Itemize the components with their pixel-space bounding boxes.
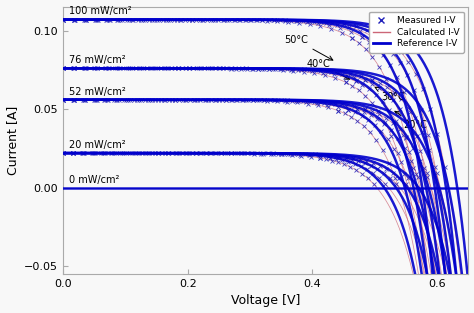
Text: 52 mW/cm²: 52 mW/cm²: [69, 87, 126, 97]
Text: 20°C: 20°C: [395, 111, 427, 130]
Text: 50°C: 50°C: [284, 35, 333, 60]
Text: 100 mW/cm²: 100 mW/cm²: [69, 7, 132, 17]
X-axis label: Voltage [V]: Voltage [V]: [231, 295, 301, 307]
Text: 76 mW/cm²: 76 mW/cm²: [69, 55, 126, 65]
Y-axis label: Current [A]: Current [A]: [6, 106, 18, 175]
Text: 30°C: 30°C: [375, 87, 405, 101]
Legend: Measured I-V, Calculated I-V, Reference I-V: Measured I-V, Calculated I-V, Reference …: [369, 12, 464, 53]
Text: 0 mW/cm²: 0 mW/cm²: [69, 175, 119, 184]
Text: 40°C: 40°C: [306, 59, 349, 79]
Text: 20 mW/cm²: 20 mW/cm²: [69, 140, 126, 150]
